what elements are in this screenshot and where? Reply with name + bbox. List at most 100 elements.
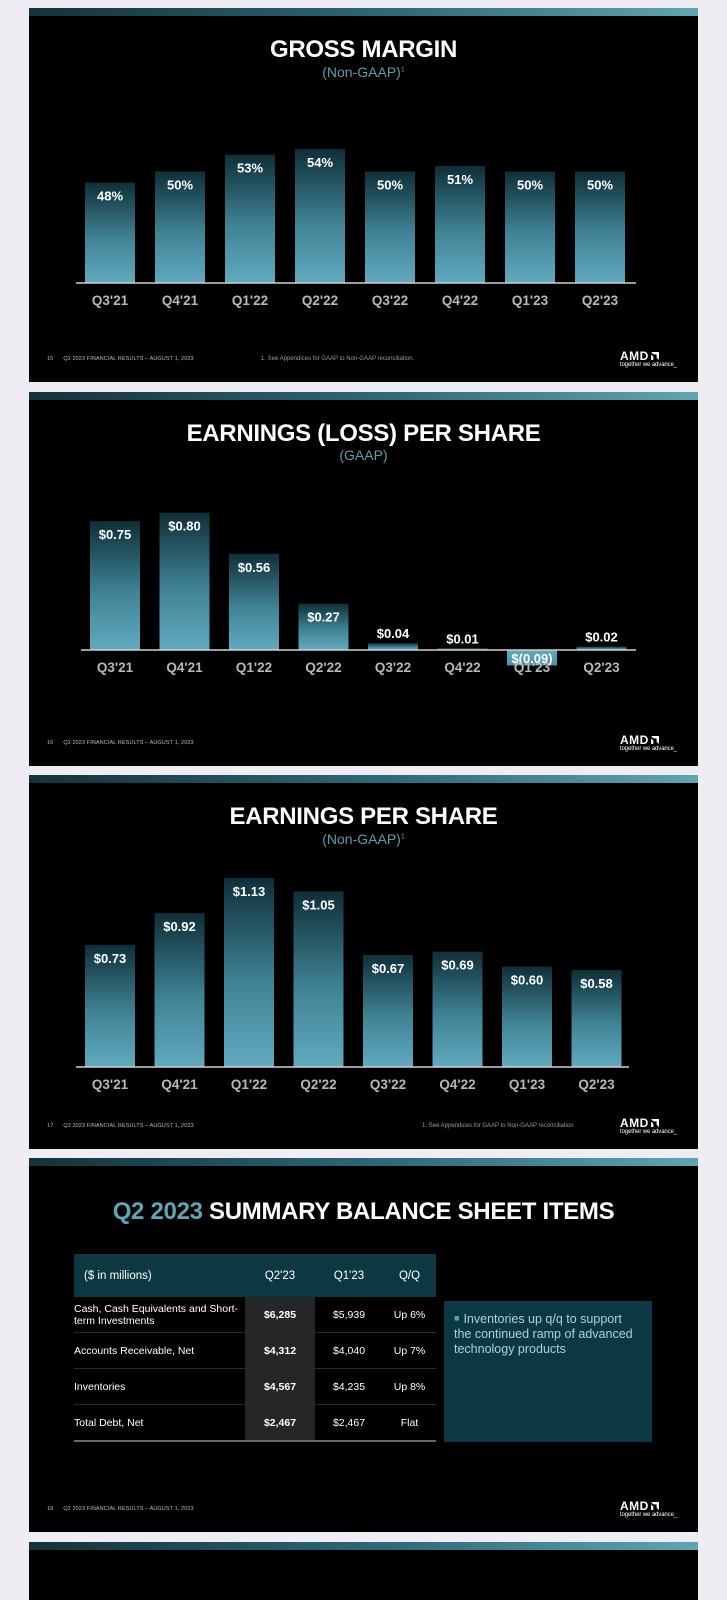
- data-label: $0.73: [94, 951, 127, 966]
- column-header: ($ in millions): [84, 1269, 152, 1282]
- bar-Q4'22: [437, 648, 488, 650]
- bar-Q4'21: [155, 171, 205, 283]
- data-label: $0.92: [163, 919, 196, 934]
- balance-sheet-table: ($ in millions) Q2'23 Q1'23 Q/Q Cash, Ca…: [74, 1254, 436, 1442]
- eps-gaap-chart: $0.75 Q3'21 $0.80 Q4'21 $0.56 Q1'22 $0.27 Q2'22…: [81, 512, 636, 675]
- footnote: 1. See Appendices for GAAP to Non-GAAP r…: [261, 356, 415, 362]
- row-label: Inventories: [74, 1368, 245, 1405]
- eps-non-gaap-chart: $0.73 Q3'21 $0.92 Q4'21 $1.13 Q1'22 $1.05 Q2'22…: [76, 878, 629, 1092]
- tick-label: Q1'23: [509, 1077, 546, 1092]
- tick-label: Q2'23: [578, 1077, 615, 1092]
- data-label: 53%: [237, 161, 263, 176]
- data-label: 50%: [587, 177, 613, 192]
- column-header: Q1'23: [333, 1269, 365, 1282]
- bar-Q3'21: [90, 521, 140, 650]
- data-label: 51%: [447, 172, 473, 187]
- slide-title: EARNINGS PER SHARE: [229, 803, 498, 830]
- table-cell: $4,235: [315, 1368, 383, 1405]
- tick-label: Q3'22: [370, 1077, 406, 1092]
- bar-Q2'22: [298, 603, 349, 650]
- table-cell: Up 6%: [383, 1297, 436, 1333]
- slide-subtitle: (GAAP): [339, 447, 388, 463]
- data-label: $1.13: [233, 884, 266, 899]
- slide-accent-bar: [29, 392, 698, 400]
- tick-label: Q1'22: [232, 293, 268, 308]
- bullet-icon: ■: [454, 1313, 460, 1323]
- bar-Q1'22: [229, 553, 279, 650]
- bar-Q1'23: [505, 171, 555, 283]
- slide-subtitle: (Non-GAAP)1: [322, 64, 405, 80]
- data-label: $0.58: [580, 976, 613, 991]
- data-label: 54%: [307, 155, 333, 170]
- slide-accent-bar: [29, 1158, 698, 1166]
- slide-eps-gaap: EARNINGS (LOSS) PER SHARE (GAAP) $0.75 Q3…: [29, 392, 698, 766]
- table-cell: $4,567: [245, 1368, 315, 1405]
- slide-eps-non-gaap: EARNINGS PER SHARE (Non-GAAP)1 $0.73 Q3'2…: [29, 775, 698, 1149]
- row-label: Cash, Cash Equivalents and Short-term In…: [74, 1297, 245, 1333]
- bar-Q1'22: [224, 878, 274, 1067]
- table-cell: $5,939: [315, 1297, 383, 1333]
- bar-Q4'22: [435, 165, 485, 283]
- tick-label: Q2'22: [300, 1077, 336, 1092]
- bar-Q3'21: [85, 944, 135, 1067]
- slide-footer: 17 Q2 2023 FINANCIAL RESULTS – AUGUST 1, …: [47, 1123, 194, 1129]
- amd-arrow-icon: [650, 352, 659, 360]
- bar-Q1'22: [225, 154, 275, 283]
- amd-arrow-icon: [650, 1502, 659, 1510]
- amd-logo: AMD together we advance_: [620, 349, 678, 368]
- slide-title: Q2 2023 SUMMARY BALANCE SHEET ITEMS: [112, 1198, 615, 1225]
- slide-title: EARNINGS (LOSS) PER SHARE: [186, 420, 541, 447]
- tick-label: Q2'22: [302, 293, 338, 308]
- slide-balance-sheet: Q2 2023 SUMMARY BALANCE SHEET ITEMS ($ i…: [29, 1158, 698, 1532]
- data-label: $0.80: [168, 519, 201, 534]
- bar-Q4'21: [159, 512, 210, 650]
- bar-Q2'22: [293, 891, 344, 1067]
- tick-label: Q4'22: [439, 1077, 475, 1092]
- tick-label: Q2'23: [583, 660, 620, 675]
- bar-Q3'22: [365, 171, 415, 283]
- tick-label: Q4'22: [442, 293, 478, 308]
- tick-label: Q3'22: [375, 660, 411, 675]
- tick-label: Q4'22: [444, 660, 480, 675]
- bar-Q3'21: [85, 182, 135, 283]
- gross-margin-chart: 48% Q3'21 50% Q4'21 53% Q1'22 54% Q2'22 50% Q3'22…: [76, 149, 636, 308]
- data-label: $0.56: [238, 560, 271, 575]
- amd-arrow-icon: [650, 1119, 659, 1127]
- tick-label: Q3'21: [92, 293, 129, 308]
- table-cell: $4,040: [315, 1332, 383, 1369]
- tick-label: Q1'23: [514, 660, 551, 675]
- tick-label: Q2'23: [582, 293, 619, 308]
- tick-label: Q4'21: [166, 660, 203, 675]
- bar-Q2'23: [571, 970, 622, 1067]
- tick-label: Q3'22: [372, 293, 408, 308]
- tick-label: Q1'22: [236, 660, 272, 675]
- row-label: Accounts Receivable, Net: [74, 1332, 245, 1369]
- data-label: $0.02: [585, 630, 618, 645]
- slide-footer: 18 Q2 2023 FINANCIAL RESULTS – AUGUST 1, …: [47, 1506, 194, 1512]
- slide-subtitle: (Non-GAAP)1: [322, 831, 405, 847]
- bar-Q2'22: [295, 149, 345, 283]
- bar-Q2'23: [576, 646, 627, 650]
- data-label: 50%: [377, 177, 403, 192]
- row-label: Total Debt, Net: [74, 1404, 245, 1442]
- table-cell: Up 8%: [383, 1368, 436, 1405]
- tick-label: Q4'21: [161, 1077, 198, 1092]
- amd-logo: AMD together we advance_: [620, 733, 678, 752]
- tick-label: Q1'22: [231, 1077, 267, 1092]
- bar-Q3'22: [368, 643, 418, 650]
- bar-Q4'22: [432, 951, 483, 1067]
- tick-label: Q3'21: [92, 1077, 129, 1092]
- bar-Q4'21: [154, 913, 205, 1067]
- data-label: $0.04: [377, 626, 410, 641]
- tick-label: Q1'23: [512, 293, 549, 308]
- slide-accent-bar: [29, 1542, 698, 1550]
- table-row: Accounts Receivable, Net $4,312 $4,040 Up 7…: [74, 1332, 436, 1369]
- tick-label: Q3'21: [97, 660, 134, 675]
- amd-arrow-icon: [650, 736, 659, 744]
- bar-Q1'23: [507, 650, 557, 666]
- data-label: $0.69: [441, 958, 474, 973]
- bar-Q3'22: [363, 954, 413, 1067]
- bar-Q2'23: [575, 171, 625, 283]
- data-label: 48%: [97, 189, 123, 204]
- data-label: $0.27: [307, 610, 340, 625]
